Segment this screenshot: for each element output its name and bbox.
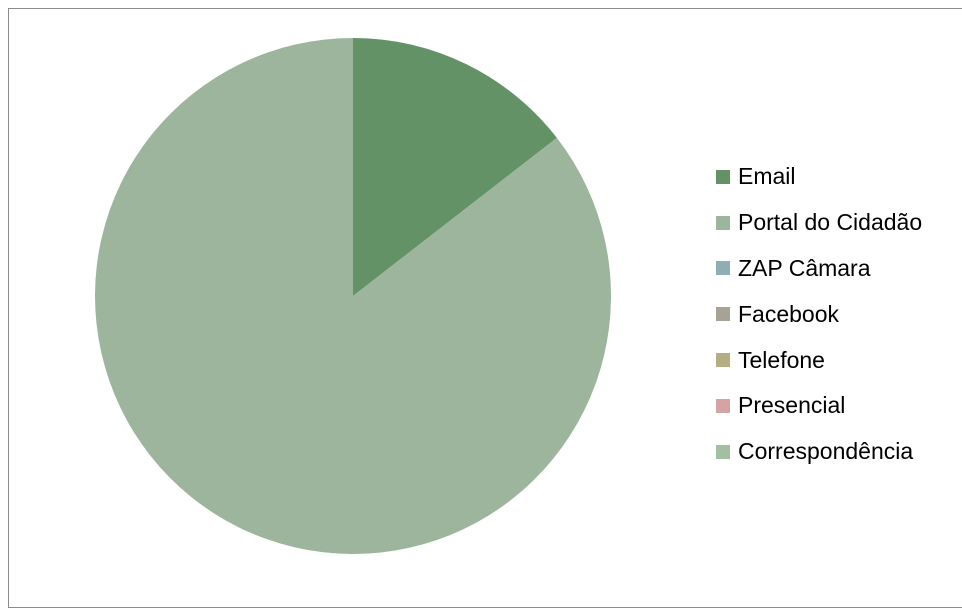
legend-item: Presencial [716,383,922,429]
legend-swatch [716,261,730,276]
legend-swatch [716,215,730,230]
legend-swatch [716,353,730,368]
legend-item: Facebook [716,291,922,337]
legend-item: Email [716,154,922,200]
chart-frame: Email Portal do Cidadão ZAP Câmara Facebook… [8,8,962,608]
pie-slice-portal-do-cidadao [95,38,612,555]
legend-item: ZAP Câmara [716,246,922,292]
legend-swatch [716,398,730,413]
pie-chart [95,38,612,555]
chart-legend: Email Portal do Cidadão ZAP Câmara Facebook… [716,154,922,475]
legend-label: Telefone [738,346,825,373]
legend-swatch [716,444,730,459]
legend-item: Correspondência [716,429,922,475]
legend-swatch [716,307,730,322]
legend-swatch [716,169,730,184]
legend-label: Portal do Cidadão [738,209,923,236]
pie-slice-email [353,38,557,296]
legend-label: Presencial [738,392,846,419]
legend-item: Telefone [716,337,922,383]
legend-label: Facebook [738,300,840,327]
legend-item: Portal do Cidadão [716,200,922,246]
legend-label: Email [738,163,796,190]
legend-label: ZAP Câmara [738,254,871,281]
legend-label: Correspondência [738,438,914,465]
